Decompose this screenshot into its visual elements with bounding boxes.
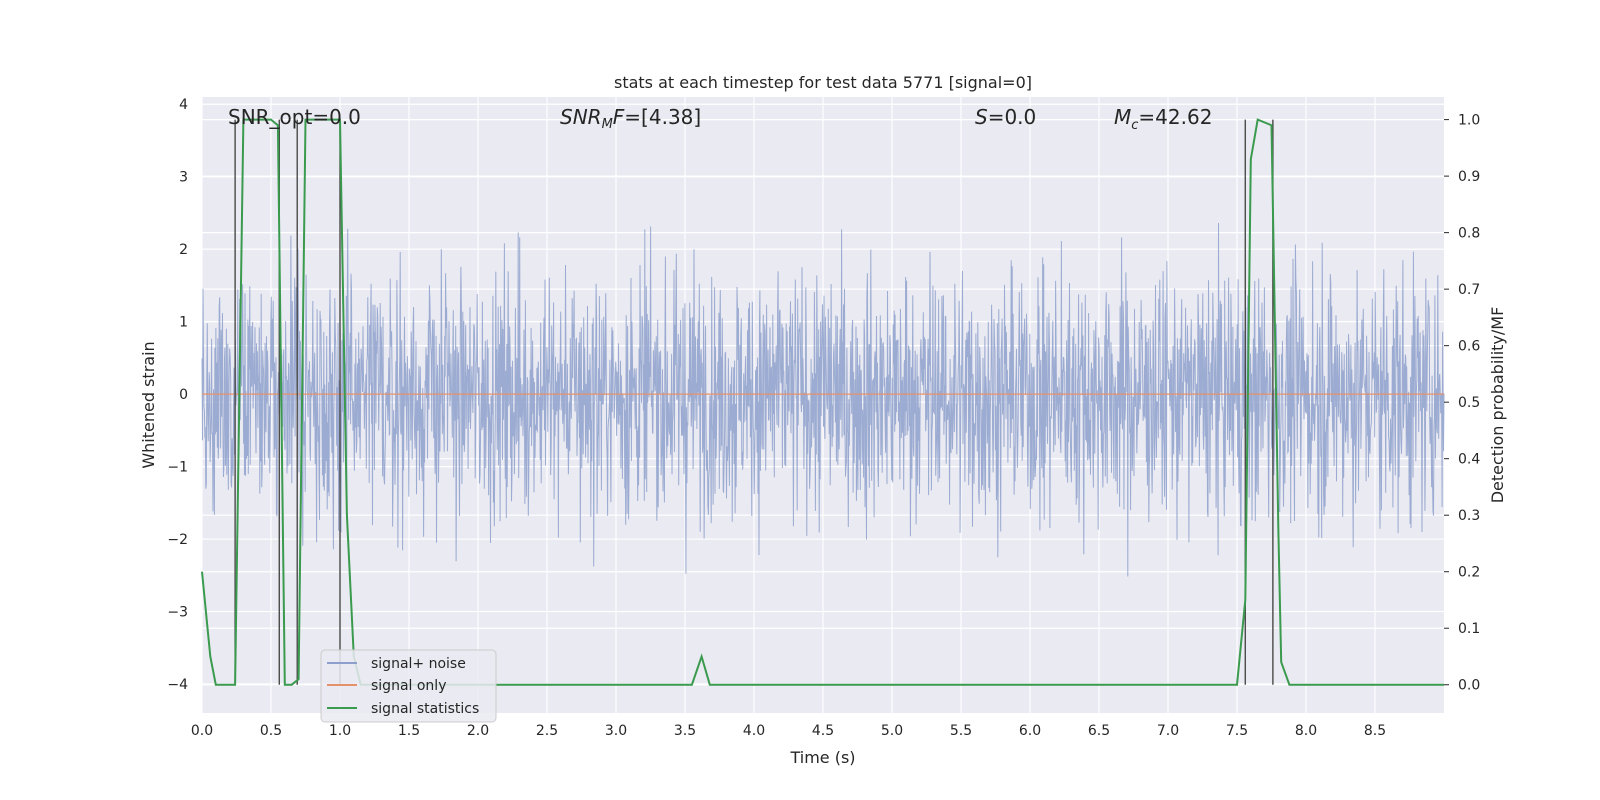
y-right-tick-label: 0.4 (1458, 452, 1480, 468)
signal-noise-line (201, 222, 1445, 577)
y-right-tick-label: 1.0 (1458, 113, 1480, 129)
x-tick-label: 1.5 (398, 723, 420, 739)
x-tick-label: 1.0 (329, 723, 351, 739)
y-axis-label: Whitened strain (139, 341, 158, 468)
y-right-tick-label: 0.6 (1458, 339, 1480, 355)
x-tick-label: 5.0 (881, 723, 903, 739)
x-tick-label: 0.5 (260, 723, 282, 739)
annotation-mc-value: =42.62 (1138, 105, 1212, 129)
y-tick-label: 2 (179, 242, 188, 258)
x-tick-label: 5.5 (950, 723, 972, 739)
y-right-tick-label: 0.2 (1458, 565, 1480, 581)
tick-labels: 0.0 0.5 1.0 1.5 2.0 2.5 3.0 3.5 4.0 4.5 5.0 5.5 6.0 6… (167, 97, 1480, 739)
x-tick-label: 3.5 (674, 723, 696, 739)
y-right-tick-label: 0.5 (1458, 395, 1480, 411)
x-tick-label: 8.5 (1364, 723, 1386, 739)
y-right-tick-label: 0.8 (1458, 226, 1480, 242)
legend-box (320, 649, 497, 723)
y-tick-label: −1 (167, 460, 188, 476)
x-axis-label: Time (s) (789, 748, 855, 767)
legend-label-signal-statistics: signal statistics (371, 701, 479, 717)
x-tick-label: 2.0 (467, 723, 489, 739)
y-tick-label: −4 (167, 677, 188, 693)
y-tick-label: 3 (179, 170, 188, 186)
x-tick-label: 6.0 (1019, 723, 1041, 739)
x-tick-label: 7.0 (1157, 723, 1179, 739)
y-tick-label: −2 (167, 532, 188, 548)
x-tick-label: 7.5 (1226, 723, 1248, 739)
y-right-axis-label: Detection probability/MF (1488, 307, 1507, 504)
x-tick-label: 4.5 (812, 723, 834, 739)
chart-title: stats at each timestep for test data 577… (614, 73, 1032, 92)
legend-label-signal-only: signal only (371, 678, 446, 694)
annotation-mc: Mc=42.62 (1114, 105, 1212, 133)
annotation-snr-opt: SNR_opt=0.0 (228, 105, 361, 129)
y-tick-label: −3 (167, 605, 188, 621)
signal-noise-series (201, 222, 1445, 577)
y-right-tick-label: 0.0 (1458, 678, 1480, 694)
x-tick-label: 4.0 (743, 723, 765, 739)
x-tick-label: 6.5 (1088, 723, 1110, 739)
x-tick-label: 8.0 (1295, 723, 1317, 739)
annotation-snr-mf-value: =[4.38] (624, 105, 701, 129)
legend: signal+ noise signal only signal statist… (320, 649, 497, 723)
annotation-s: S=0.0 (975, 105, 1036, 129)
y-right-tick-label: 0.9 (1458, 169, 1480, 185)
y-tick-label: 4 (179, 97, 188, 113)
x-tick-label: 0.0 (191, 723, 213, 739)
annotation-snr-mf: SNRMF=[4.38] (560, 105, 701, 132)
annotation-s-value: =0.0 (988, 105, 1037, 129)
y-tick-label: 0 (179, 387, 188, 403)
x-tick-label: 3.0 (605, 723, 627, 739)
y-right-tick-label: 0.3 (1458, 508, 1480, 524)
legend-label-signal-noise: signal+ noise (371, 656, 466, 672)
y-right-tick-label: 0.7 (1458, 282, 1480, 298)
y-tick-label: 1 (179, 315, 188, 331)
y-right-tick-label: 0.1 (1458, 621, 1480, 637)
x-tick-label: 2.5 (536, 723, 558, 739)
